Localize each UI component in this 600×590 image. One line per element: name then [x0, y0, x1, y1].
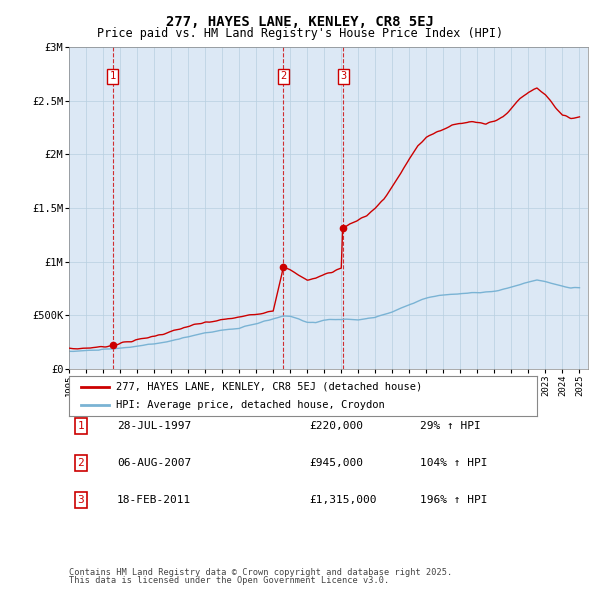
Text: 2: 2 [77, 458, 85, 468]
Text: 1: 1 [77, 421, 85, 431]
Text: 104% ↑ HPI: 104% ↑ HPI [420, 458, 487, 468]
Text: 06-AUG-2007: 06-AUG-2007 [117, 458, 191, 468]
Text: HPI: Average price, detached house, Croydon: HPI: Average price, detached house, Croy… [116, 400, 385, 410]
Text: 2: 2 [280, 71, 286, 81]
Text: 3: 3 [77, 496, 85, 505]
Text: 277, HAYES LANE, KENLEY, CR8 5EJ: 277, HAYES LANE, KENLEY, CR8 5EJ [166, 15, 434, 29]
Text: 28-JUL-1997: 28-JUL-1997 [117, 421, 191, 431]
Text: 196% ↑ HPI: 196% ↑ HPI [420, 496, 487, 505]
Text: 29% ↑ HPI: 29% ↑ HPI [420, 421, 481, 431]
Text: £945,000: £945,000 [309, 458, 363, 468]
Text: 18-FEB-2011: 18-FEB-2011 [117, 496, 191, 505]
Text: 277, HAYES LANE, KENLEY, CR8 5EJ (detached house): 277, HAYES LANE, KENLEY, CR8 5EJ (detach… [116, 382, 422, 392]
Text: Contains HM Land Registry data © Crown copyright and database right 2025.: Contains HM Land Registry data © Crown c… [69, 568, 452, 577]
Text: 3: 3 [340, 71, 346, 81]
Text: £220,000: £220,000 [309, 421, 363, 431]
Text: Price paid vs. HM Land Registry's House Price Index (HPI): Price paid vs. HM Land Registry's House … [97, 27, 503, 40]
Text: This data is licensed under the Open Government Licence v3.0.: This data is licensed under the Open Gov… [69, 576, 389, 585]
Text: £1,315,000: £1,315,000 [309, 496, 377, 505]
Text: 1: 1 [110, 71, 116, 81]
